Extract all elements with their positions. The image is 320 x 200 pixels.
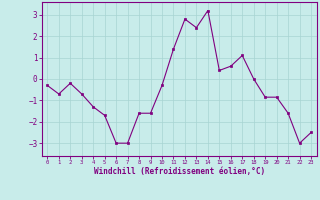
X-axis label: Windchill (Refroidissement éolien,°C): Windchill (Refroidissement éolien,°C) bbox=[94, 167, 265, 176]
